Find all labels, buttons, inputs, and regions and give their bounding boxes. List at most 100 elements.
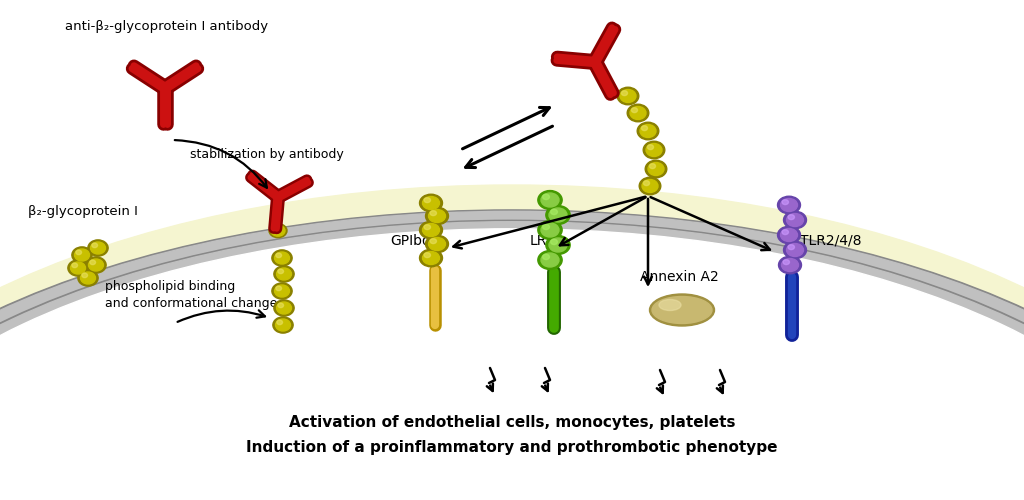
Ellipse shape bbox=[622, 90, 628, 96]
Ellipse shape bbox=[426, 207, 449, 225]
Ellipse shape bbox=[78, 270, 98, 286]
Ellipse shape bbox=[546, 236, 570, 255]
Ellipse shape bbox=[649, 294, 715, 326]
Ellipse shape bbox=[543, 194, 550, 200]
Ellipse shape bbox=[0, 229, 1024, 500]
Ellipse shape bbox=[424, 224, 430, 230]
Ellipse shape bbox=[272, 317, 293, 333]
Ellipse shape bbox=[423, 196, 439, 209]
Ellipse shape bbox=[0, 185, 1024, 500]
Ellipse shape bbox=[620, 90, 636, 102]
Text: anti-β₂-glycoprotein I antibody: anti-β₂-glycoprotein I antibody bbox=[65, 20, 268, 33]
Ellipse shape bbox=[75, 249, 89, 261]
Ellipse shape bbox=[90, 242, 105, 254]
Text: GPIbα: GPIbα bbox=[390, 234, 431, 248]
Ellipse shape bbox=[274, 252, 290, 264]
Ellipse shape bbox=[424, 198, 430, 202]
Ellipse shape bbox=[426, 235, 449, 253]
Text: phospholipid binding
and conformational change: phospholipid binding and conformational … bbox=[105, 280, 278, 310]
Ellipse shape bbox=[276, 268, 292, 280]
Ellipse shape bbox=[652, 296, 712, 324]
Ellipse shape bbox=[643, 141, 665, 159]
Ellipse shape bbox=[632, 108, 638, 112]
Ellipse shape bbox=[639, 177, 660, 195]
Ellipse shape bbox=[88, 259, 103, 271]
Ellipse shape bbox=[648, 162, 664, 175]
Ellipse shape bbox=[90, 260, 95, 264]
Ellipse shape bbox=[786, 214, 804, 226]
Text: Induction of a proinflammatory and prothrombotic phenotype: Induction of a proinflammatory and proth… bbox=[246, 440, 778, 455]
Text: Annexin A2: Annexin A2 bbox=[640, 270, 719, 284]
Ellipse shape bbox=[269, 224, 287, 237]
Ellipse shape bbox=[549, 208, 567, 222]
Ellipse shape bbox=[642, 180, 658, 192]
Ellipse shape bbox=[278, 269, 284, 274]
Ellipse shape bbox=[551, 240, 557, 244]
Ellipse shape bbox=[76, 250, 82, 254]
Ellipse shape bbox=[783, 211, 807, 229]
Text: stabilization by antibody: stabilization by antibody bbox=[190, 148, 344, 161]
Ellipse shape bbox=[543, 224, 550, 230]
Ellipse shape bbox=[541, 253, 559, 267]
Ellipse shape bbox=[637, 122, 658, 140]
Ellipse shape bbox=[781, 258, 799, 272]
Ellipse shape bbox=[645, 160, 667, 178]
Ellipse shape bbox=[430, 210, 436, 216]
Ellipse shape bbox=[0, 210, 1024, 500]
Ellipse shape bbox=[420, 194, 442, 212]
Ellipse shape bbox=[0, 222, 1024, 500]
Ellipse shape bbox=[778, 256, 802, 274]
Ellipse shape bbox=[86, 257, 106, 273]
Ellipse shape bbox=[630, 106, 646, 120]
Ellipse shape bbox=[551, 210, 557, 214]
Ellipse shape bbox=[788, 214, 795, 220]
Ellipse shape bbox=[420, 249, 442, 267]
Ellipse shape bbox=[617, 87, 639, 105]
Ellipse shape bbox=[81, 272, 95, 284]
Ellipse shape bbox=[82, 273, 87, 278]
Ellipse shape bbox=[430, 238, 436, 244]
Ellipse shape bbox=[88, 240, 109, 256]
Ellipse shape bbox=[541, 193, 559, 207]
Ellipse shape bbox=[782, 230, 788, 234]
Ellipse shape bbox=[424, 252, 430, 258]
Ellipse shape bbox=[627, 104, 649, 122]
Ellipse shape bbox=[71, 262, 85, 274]
Ellipse shape bbox=[275, 286, 282, 290]
Ellipse shape bbox=[72, 263, 78, 268]
Ellipse shape bbox=[0, 220, 1024, 500]
Ellipse shape bbox=[788, 244, 795, 250]
Ellipse shape bbox=[274, 285, 290, 297]
Ellipse shape bbox=[423, 224, 439, 236]
Ellipse shape bbox=[643, 180, 649, 186]
Ellipse shape bbox=[783, 260, 790, 264]
Ellipse shape bbox=[647, 144, 653, 150]
Ellipse shape bbox=[538, 250, 562, 270]
Ellipse shape bbox=[783, 241, 807, 259]
Ellipse shape bbox=[276, 302, 292, 314]
Ellipse shape bbox=[0, 212, 1024, 500]
Ellipse shape bbox=[275, 253, 282, 258]
Ellipse shape bbox=[68, 260, 88, 276]
Text: LRP8: LRP8 bbox=[530, 234, 564, 248]
Ellipse shape bbox=[549, 238, 567, 252]
Ellipse shape bbox=[72, 247, 92, 263]
Ellipse shape bbox=[780, 228, 798, 241]
Ellipse shape bbox=[273, 300, 294, 316]
Ellipse shape bbox=[641, 126, 647, 130]
Ellipse shape bbox=[271, 225, 285, 236]
Ellipse shape bbox=[649, 164, 655, 168]
Ellipse shape bbox=[777, 196, 801, 214]
Ellipse shape bbox=[538, 190, 562, 210]
Ellipse shape bbox=[428, 210, 445, 222]
Ellipse shape bbox=[640, 124, 656, 138]
Ellipse shape bbox=[272, 283, 292, 299]
Ellipse shape bbox=[273, 266, 294, 282]
Ellipse shape bbox=[538, 220, 562, 240]
Ellipse shape bbox=[275, 319, 291, 331]
Ellipse shape bbox=[423, 252, 439, 264]
Ellipse shape bbox=[541, 223, 559, 237]
Ellipse shape bbox=[786, 244, 804, 256]
Ellipse shape bbox=[659, 300, 681, 310]
Ellipse shape bbox=[428, 238, 445, 250]
